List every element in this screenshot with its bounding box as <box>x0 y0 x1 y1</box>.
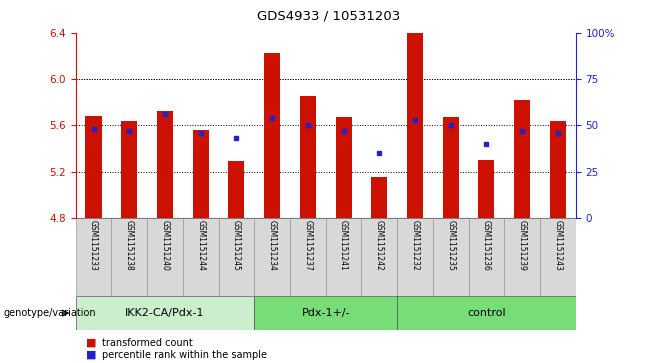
Bar <box>121 121 138 218</box>
Bar <box>193 130 209 218</box>
Text: GSM1151233: GSM1151233 <box>89 220 98 271</box>
Bar <box>326 218 361 296</box>
Bar <box>76 296 254 330</box>
Text: GDS4933 / 10531203: GDS4933 / 10531203 <box>257 9 401 22</box>
Text: GSM1151241: GSM1151241 <box>339 220 348 271</box>
Bar <box>433 218 468 296</box>
Bar <box>514 100 530 218</box>
Bar <box>264 53 280 218</box>
Text: GSM1151235: GSM1151235 <box>446 220 455 271</box>
Text: ■: ■ <box>86 338 96 348</box>
Bar <box>504 218 540 296</box>
Text: transformed count: transformed count <box>102 338 193 348</box>
Bar <box>254 218 290 296</box>
Text: IKK2-CA/Pdx-1: IKK2-CA/Pdx-1 <box>125 308 205 318</box>
Text: GSM1151238: GSM1151238 <box>125 220 134 271</box>
Bar <box>228 161 244 218</box>
Text: GSM1151243: GSM1151243 <box>553 220 563 271</box>
Text: GSM1151234: GSM1151234 <box>268 220 276 271</box>
Bar <box>290 218 326 296</box>
Text: GSM1151237: GSM1151237 <box>303 220 313 271</box>
Text: GSM1151239: GSM1151239 <box>518 220 526 271</box>
Text: ■: ■ <box>86 350 96 360</box>
Bar <box>183 218 218 296</box>
Bar <box>147 218 183 296</box>
Bar <box>540 218 576 296</box>
Text: Pdx-1+/-: Pdx-1+/- <box>301 308 350 318</box>
Bar <box>111 218 147 296</box>
Text: GSM1151232: GSM1151232 <box>411 220 420 271</box>
Bar <box>76 218 111 296</box>
Bar <box>371 177 388 218</box>
Bar <box>300 96 316 218</box>
Text: GSM1151240: GSM1151240 <box>161 220 170 271</box>
Bar <box>397 218 433 296</box>
Text: GSM1151242: GSM1151242 <box>375 220 384 271</box>
Bar <box>218 218 254 296</box>
Bar <box>361 218 397 296</box>
Text: GSM1151236: GSM1151236 <box>482 220 491 271</box>
Bar <box>157 111 173 218</box>
Text: control: control <box>467 308 506 318</box>
Text: percentile rank within the sample: percentile rank within the sample <box>102 350 267 360</box>
Bar <box>550 121 566 218</box>
Bar <box>468 218 504 296</box>
Bar <box>86 116 101 218</box>
Bar <box>397 296 576 330</box>
Bar <box>478 160 495 218</box>
Text: GSM1151245: GSM1151245 <box>232 220 241 271</box>
Bar <box>443 117 459 218</box>
Bar <box>336 117 351 218</box>
Text: genotype/variation: genotype/variation <box>3 308 96 318</box>
Text: GSM1151244: GSM1151244 <box>196 220 205 271</box>
Bar <box>407 33 423 218</box>
Bar <box>254 296 397 330</box>
